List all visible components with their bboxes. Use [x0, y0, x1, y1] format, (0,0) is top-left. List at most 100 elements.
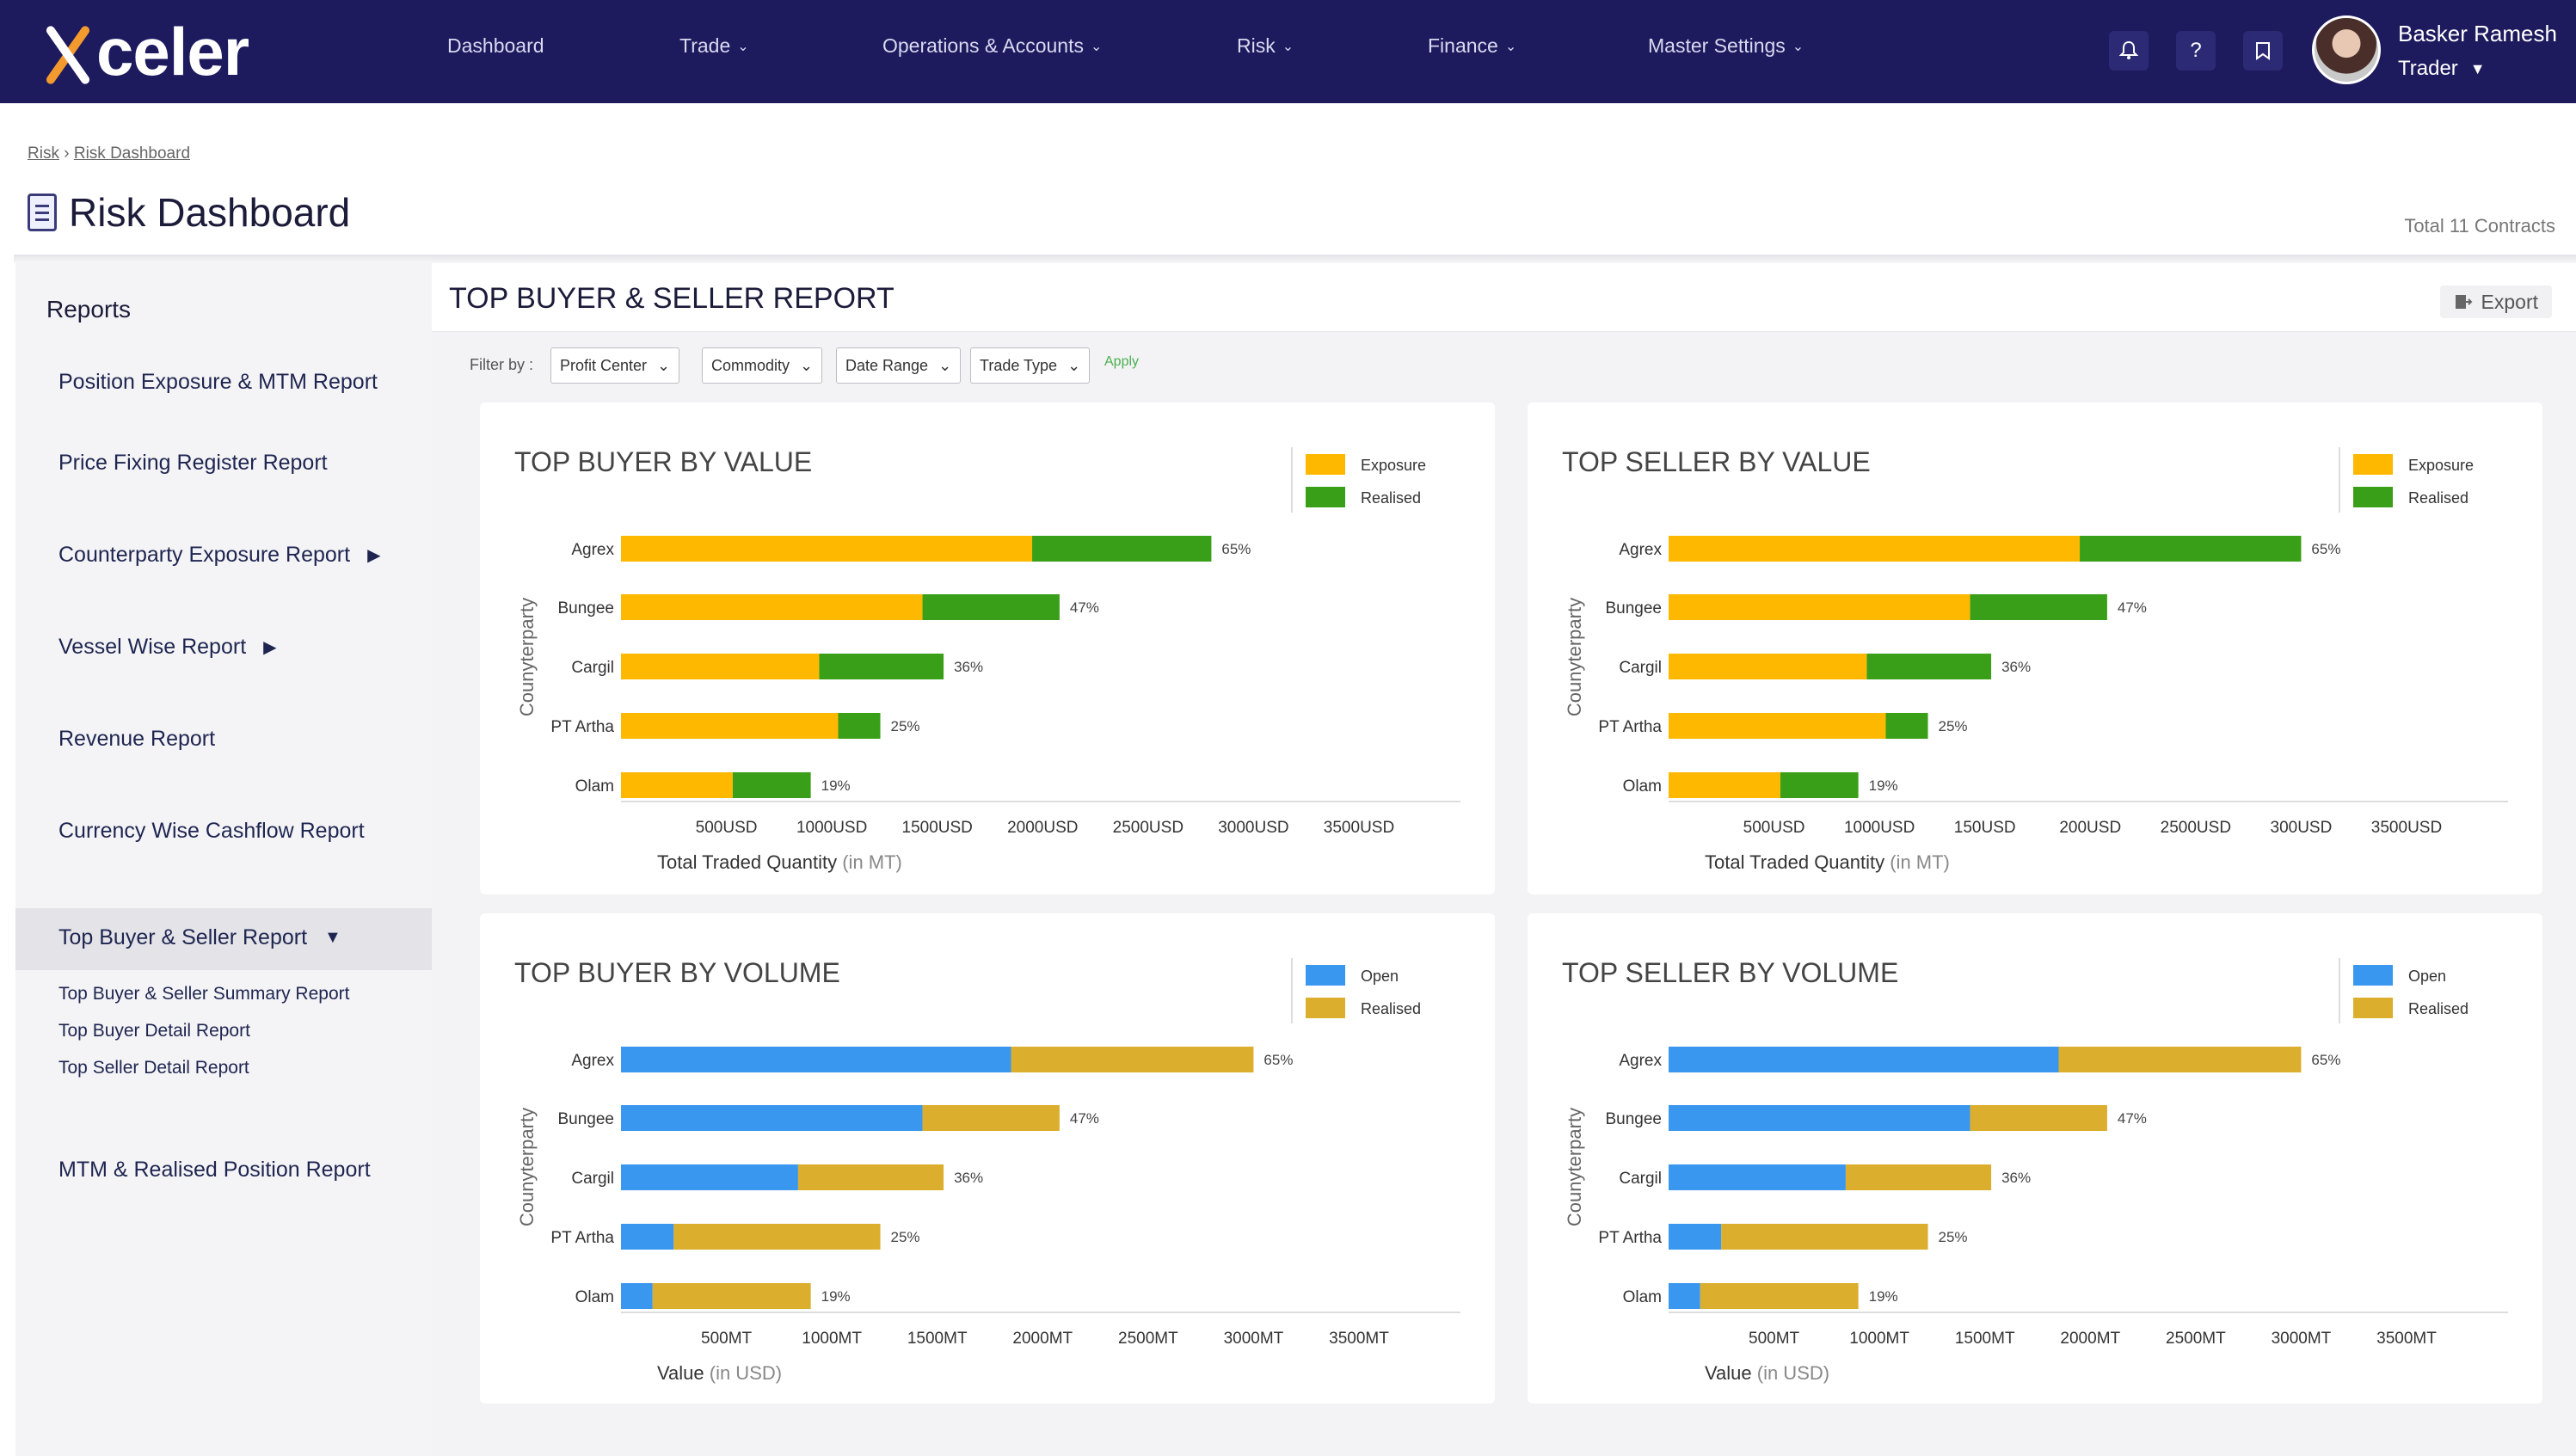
legend-swatch	[1306, 487, 1345, 507]
sidebar-active-highlight	[15, 908, 432, 970]
chevron-down-icon: ⌄	[1504, 39, 1517, 54]
nav-finance[interactable]: Finance ⌄	[1428, 34, 1516, 58]
report-header: TOP BUYER & SELLER REPORT Export	[432, 263, 2576, 332]
filter-profit-center[interactable]: Profit Center ⌄	[550, 347, 680, 384]
legend-label: Open	[2408, 968, 2446, 985]
page-title-text: Risk Dashboard	[69, 190, 351, 235]
legend-swatch	[2353, 998, 2393, 1018]
legend-swatch	[1306, 454, 1345, 475]
filter-trade-type[interactable]: Trade Type ⌄	[970, 347, 1091, 384]
sidebar-item-position-exposure[interactable]: Position Exposure & MTM Report	[58, 370, 378, 395]
sidebar-item-label: MTM & Realised Position Report	[58, 1158, 371, 1182]
bar-segment	[1780, 772, 1859, 798]
nav-master-settings[interactable]: Master Settings ⌄	[1648, 34, 1804, 58]
chart-top-buyer-by-volume: TOP BUYER BY VOLUME Open Realised Counyterp…	[514, 957, 1460, 1384]
nav-dashboard-label: Dashboard	[447, 34, 544, 57]
nav-operations-accounts[interactable]: Operations & Accounts ⌄	[882, 34, 1102, 58]
category-label: Cargil	[1619, 659, 1662, 677]
bar-segment	[1866, 654, 1992, 679]
user-role-dropdown[interactable]: Trader ▼	[2398, 57, 2486, 81]
x-tick-label: 2500USD	[1113, 819, 1183, 837]
chart-card-top-buyer-by-value: TOP BUYER BY VALUE Exposure Realised Counyt…	[480, 402, 1495, 894]
x-tick-label: 500USD	[696, 819, 758, 837]
export-button[interactable]: Export	[2439, 286, 2552, 318]
xceler-logo[interactable]: celer	[41, 14, 249, 89]
category-label: PT Artha	[550, 1229, 614, 1247]
bookmark-button[interactable]	[2243, 31, 2283, 71]
data-label: 65%	[2311, 1052, 2340, 1068]
caret-down-icon: ▼	[2469, 59, 2486, 77]
legend-label: Exposure	[1361, 457, 1426, 474]
chevron-down-icon: ⌄	[1792, 39, 1804, 54]
notifications-button[interactable]	[2109, 31, 2149, 71]
page-title: Risk Dashboard	[28, 189, 350, 236]
x-tick-label: 1500USD	[902, 819, 973, 837]
nav-trade[interactable]: Trade ⌄	[679, 34, 749, 58]
bar-segment	[2080, 536, 2302, 562]
chevron-down-icon: ⌄	[1282, 39, 1294, 54]
breadcrumb-risk-dashboard[interactable]: Risk Dashboard	[73, 144, 191, 163]
x-axis-label: Total Traded Quantity (in MT)	[657, 851, 902, 873]
filter-date-range[interactable]: Date Range ⌄	[836, 347, 962, 384]
data-label: 47%	[1070, 599, 1099, 616]
bar-segment	[1700, 1283, 1859, 1309]
chevron-down-icon: ⌄	[737, 39, 749, 54]
sidebar-item-label: Currency Wise Cashflow Report	[58, 819, 365, 843]
data-label: 47%	[2118, 599, 2147, 616]
category-label: Agrex	[571, 541, 614, 559]
chart-top-seller-by-volume: TOP SELLER BY VOLUME Open Realised Counyter…	[1562, 957, 2508, 1384]
data-label: 65%	[1221, 541, 1251, 557]
sidebar-item-top-buyer-seller[interactable]: Top Buyer & Seller Report ▼	[58, 925, 341, 950]
bar-segment	[838, 713, 881, 739]
breadcrumb-separator: ›	[64, 144, 74, 163]
sidebar-subitem-summary[interactable]: Top Buyer & Seller Summary Report	[58, 984, 350, 1004]
data-label: 25%	[1939, 1229, 1968, 1245]
category-label: Olam	[1623, 1288, 1662, 1306]
x-tick-label: 1000USD	[796, 819, 867, 837]
category-label: Bungee	[557, 599, 614, 617]
filter-commodity[interactable]: Commodity ⌄	[702, 347, 823, 384]
bar-segment	[1669, 536, 2081, 562]
data-label: 36%	[954, 659, 983, 675]
chart-title: TOP SELLER BY VALUE	[1562, 446, 1871, 477]
bar-segment	[1845, 1164, 1992, 1190]
expand-right-icon: ▶	[263, 638, 277, 657]
sidebar-item-counterparty-exposure[interactable]: Counterparty Exposure Report ▶	[58, 543, 380, 568]
user-name: Basker Ramesh	[2398, 21, 2557, 46]
apply-filter-link[interactable]: Apply	[1104, 354, 1140, 369]
y-axis-label: Counyterparty	[516, 598, 538, 716]
data-label: 36%	[954, 1170, 983, 1186]
bar-segment	[819, 654, 944, 679]
category-label: Olam	[1623, 777, 1662, 796]
nav-trade-label: Trade	[679, 34, 731, 57]
legend-swatch	[1306, 965, 1345, 986]
avatar[interactable]	[2312, 15, 2381, 84]
breadcrumb-risk[interactable]: Risk	[28, 144, 59, 163]
sidebar-item-label: Vessel Wise Report	[58, 635, 247, 659]
sidebar-subitem-seller-detail[interactable]: Top Seller Detail Report	[58, 1058, 249, 1078]
export-icon	[2455, 295, 2472, 309]
sidebar-item-vessel-wise[interactable]: Vessel Wise Report ▶	[58, 635, 277, 660]
sidebar-item-price-fixing[interactable]: Price Fixing Register Report	[58, 451, 328, 476]
document-icon	[28, 194, 57, 231]
sidebar-item-mtm-realised[interactable]: MTM & Realised Position Report	[58, 1158, 371, 1183]
bar-segment	[621, 1105, 923, 1131]
bar-segment	[1970, 594, 2107, 620]
nav-risk[interactable]: Risk ⌄	[1237, 34, 1294, 58]
help-button[interactable]: ?	[2176, 31, 2216, 71]
logo-x-mark	[41, 21, 93, 86]
chart-title: TOP BUYER BY VOLUME	[514, 957, 840, 988]
sidebar-title: Reports	[46, 296, 132, 323]
bar-segment	[621, 1164, 798, 1190]
y-axis-label: Counyterparty	[1564, 1108, 1585, 1226]
bar-segment	[797, 1164, 944, 1190]
sidebar-subitem-buyer-detail[interactable]: Top Buyer Detail Report	[58, 1021, 250, 1041]
sidebar-item-revenue[interactable]: Revenue Report	[58, 727, 215, 752]
x-tick-label: 2000MT	[1012, 1330, 1073, 1348]
data-label: 65%	[2311, 541, 2340, 557]
legend-label: Open	[1361, 968, 1399, 985]
nav-dashboard[interactable]: Dashboard	[447, 34, 544, 58]
chart-title: TOP SELLER BY VOLUME	[1562, 957, 1898, 988]
sidebar-item-currency-cashflow[interactable]: Currency Wise Cashflow Report	[58, 819, 365, 844]
category-label: Agrex	[1619, 541, 1662, 559]
